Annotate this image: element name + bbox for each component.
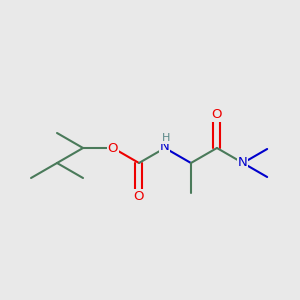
Text: O: O xyxy=(134,190,144,202)
Text: H: H xyxy=(162,133,170,143)
Text: N: N xyxy=(160,140,170,154)
Text: O: O xyxy=(108,142,118,154)
Text: O: O xyxy=(212,109,222,122)
Text: N: N xyxy=(238,157,248,169)
